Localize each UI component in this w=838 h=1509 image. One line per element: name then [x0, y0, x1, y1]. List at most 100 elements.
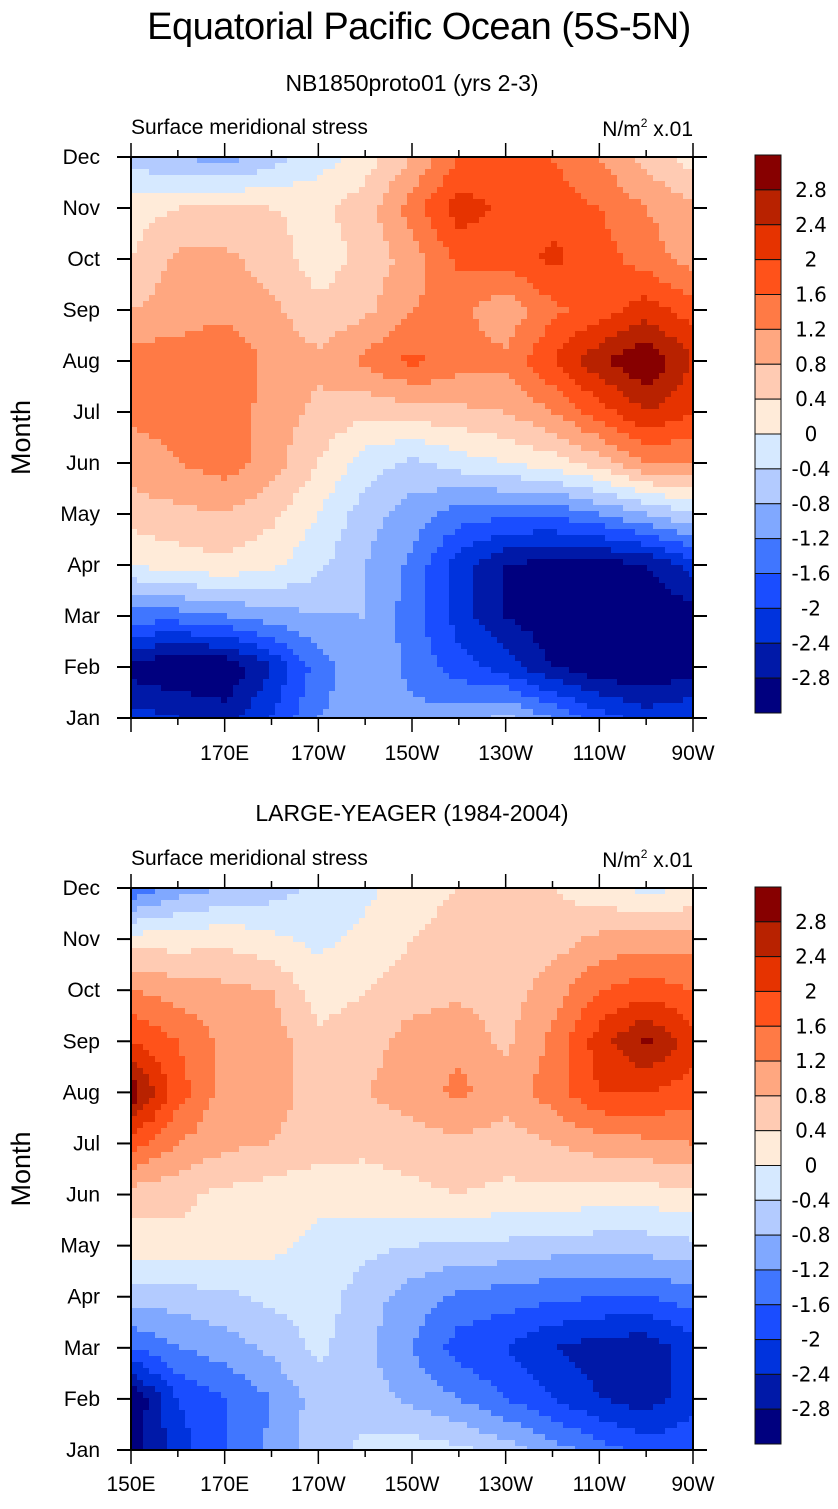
- contour-cell: [575, 427, 582, 434]
- contour-cell: [563, 193, 570, 200]
- contour-cell: [587, 421, 594, 428]
- contour-cell: [383, 289, 390, 296]
- contour-cell: [173, 187, 180, 194]
- contour-cell: [617, 235, 624, 242]
- contour-cell: [371, 169, 378, 176]
- contour-cell: [401, 271, 408, 278]
- contour-cell: [683, 379, 690, 386]
- contour-cell: [245, 205, 252, 212]
- contour-cell: [683, 391, 690, 398]
- contour-cell: [293, 343, 300, 350]
- contour-cell: [479, 301, 486, 308]
- contour-cell: [377, 265, 384, 272]
- contour-cell: [455, 235, 462, 242]
- contour-cell: [605, 379, 612, 386]
- contour-cell: [341, 247, 348, 254]
- contour-cell: [203, 439, 210, 446]
- contour-cell: [179, 367, 186, 374]
- contour-cell: [311, 187, 318, 194]
- contour-cell: [389, 301, 396, 308]
- contour-cell: [335, 229, 342, 236]
- contour-cell: [371, 181, 378, 188]
- contour-cell: [413, 355, 420, 362]
- contour-cell: [557, 283, 564, 290]
- contour-cell: [545, 211, 552, 218]
- contour-cell: [185, 325, 192, 332]
- contour-cell: [335, 457, 342, 464]
- contour-cell: [401, 391, 408, 398]
- contour-cell: [383, 343, 390, 350]
- contour-cell: [677, 163, 684, 170]
- contour-cell: [521, 337, 528, 344]
- contour-cell: [299, 451, 306, 458]
- contour-cell: [557, 373, 564, 380]
- contour-cell: [599, 211, 606, 218]
- contour-cell: [215, 403, 222, 410]
- contour-cell: [449, 157, 456, 164]
- contour-cell: [359, 397, 366, 404]
- contour-cell: [227, 181, 234, 188]
- contour-cell: [221, 349, 228, 356]
- contour-cell: [557, 235, 564, 242]
- contour-cell: [599, 343, 606, 350]
- contour-cell: [581, 331, 588, 338]
- contour-cell: [377, 463, 384, 470]
- contour-cell: [605, 361, 612, 368]
- contour-cell: [257, 157, 264, 164]
- contour-cell: [461, 193, 468, 200]
- contour-cell: [365, 331, 372, 338]
- contour-cell: [227, 247, 234, 254]
- contour-cell: [437, 229, 444, 236]
- contour-cell: [365, 403, 372, 410]
- contour-cell: [569, 415, 576, 422]
- contour-cell: [365, 193, 372, 200]
- contour-cell: [497, 325, 504, 332]
- contour-cell: [329, 403, 336, 410]
- contour-cell: [683, 229, 690, 236]
- contour-cell: [371, 343, 378, 350]
- contour-cell: [425, 409, 432, 416]
- contour-cell: [665, 205, 672, 212]
- contour-cell: [467, 451, 474, 458]
- contour-cell: [317, 265, 324, 272]
- contour-cell: [599, 319, 606, 326]
- contour-cell: [557, 217, 564, 224]
- contour-cell: [407, 163, 414, 170]
- contour-cell: [131, 271, 138, 278]
- contour-cell: [305, 241, 312, 248]
- contour-cell: [569, 229, 576, 236]
- contour-cell: [353, 199, 360, 206]
- contour-cell: [497, 223, 504, 230]
- contour-cell: [515, 373, 522, 380]
- contour-cell: [407, 193, 414, 200]
- contour-cell: [365, 445, 372, 452]
- contour-cell: [287, 361, 294, 368]
- contour-cell: [377, 439, 384, 446]
- contour-cell: [671, 283, 678, 290]
- contour-cell: [161, 313, 168, 320]
- contour-cell: [557, 247, 564, 254]
- contour-cell: [533, 295, 540, 302]
- contour-cell: [389, 409, 396, 416]
- contour-cell: [467, 253, 474, 260]
- contour-cell: [287, 169, 294, 176]
- contour-cell: [269, 463, 276, 470]
- figure-title: Equatorial Pacific Ocean (5S-5N): [147, 6, 691, 48]
- contour-cell: [239, 457, 246, 464]
- contour-cell: [281, 439, 288, 446]
- contour-cell: [137, 295, 144, 302]
- contour-cell: [449, 331, 456, 338]
- contour-cell: [653, 415, 660, 422]
- contour-cell: [311, 463, 318, 470]
- contour-cell: [197, 349, 204, 356]
- contour-cell: [473, 463, 480, 470]
- contour-cell: [353, 283, 360, 290]
- contour-cell: [473, 433, 480, 440]
- contour-cell: [485, 469, 492, 476]
- contour-cell: [659, 463, 666, 470]
- contour-cell: [371, 415, 378, 422]
- contour-cell: [431, 307, 438, 314]
- contour-cell: [617, 391, 624, 398]
- contour-cell: [461, 157, 468, 164]
- contour-cell: [437, 361, 444, 368]
